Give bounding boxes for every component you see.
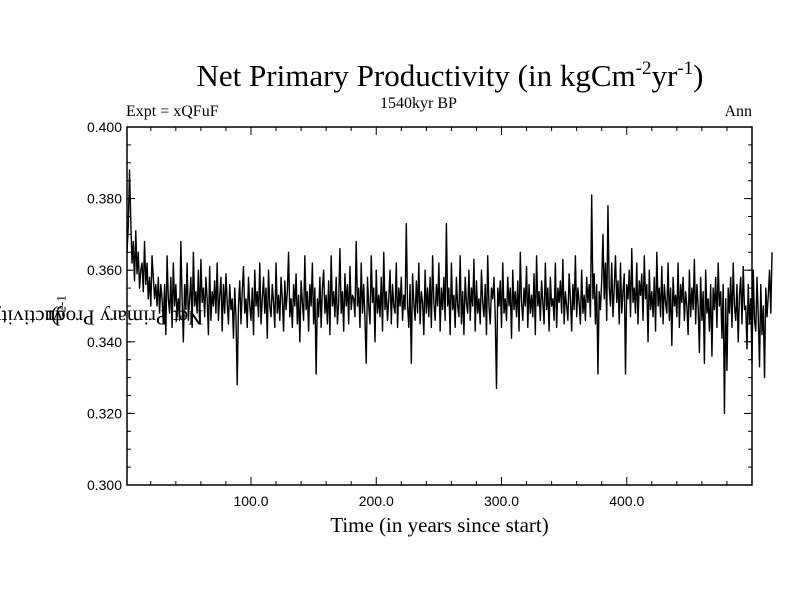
x-tick-label: 400.0 [609, 493, 644, 509]
x-tick-label: 300.0 [484, 493, 519, 509]
series-line-ann [126, 169, 773, 415]
y-tick-label: 0.320 [87, 405, 122, 421]
y-tick-label: 0.300 [87, 477, 122, 493]
x-axis-label: Time (in years since start) [330, 513, 549, 537]
chart-subtitle: 1540kyr BP [380, 95, 457, 112]
experiment-label: Expt = xQFuF [126, 103, 219, 120]
y-tick-label: 0.340 [87, 334, 122, 350]
x-tick-label: 200.0 [359, 493, 394, 509]
axis-tick-labels: 0.300 0.320 0.340 0.360 0.380 0.400 100.0 200.0… [87, 119, 645, 509]
x-tick-label: 100.0 [233, 493, 268, 509]
y-tick-label: 0.400 [87, 119, 122, 135]
y-tick-label: 0.380 [87, 191, 122, 207]
y-tick-label: 0.360 [87, 262, 122, 278]
season-label: Ann [724, 103, 752, 120]
plot-frame [126, 126, 753, 486]
chart-title: Net Primary Productivity (in kgCm-2yr-1) [196, 58, 704, 93]
